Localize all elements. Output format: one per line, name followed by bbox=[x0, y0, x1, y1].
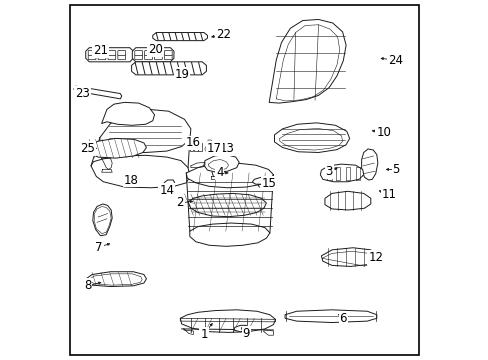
Polygon shape bbox=[131, 62, 206, 75]
FancyBboxPatch shape bbox=[144, 55, 152, 60]
Polygon shape bbox=[188, 193, 266, 217]
Polygon shape bbox=[320, 164, 363, 182]
Text: 15: 15 bbox=[261, 177, 276, 190]
Bar bbox=[198, 148, 202, 151]
Text: 24: 24 bbox=[387, 54, 402, 67]
Polygon shape bbox=[100, 109, 190, 153]
Bar bbox=[194, 148, 197, 151]
Polygon shape bbox=[269, 19, 346, 103]
FancyBboxPatch shape bbox=[88, 50, 96, 55]
Text: 20: 20 bbox=[148, 43, 163, 56]
Text: 9: 9 bbox=[242, 327, 249, 340]
Text: 11: 11 bbox=[381, 188, 396, 201]
Polygon shape bbox=[285, 310, 376, 323]
FancyBboxPatch shape bbox=[118, 55, 125, 60]
Text: 18: 18 bbox=[123, 174, 138, 186]
FancyBboxPatch shape bbox=[164, 50, 172, 55]
Text: 6: 6 bbox=[339, 312, 346, 325]
Text: 5: 5 bbox=[392, 163, 399, 176]
Polygon shape bbox=[274, 123, 349, 153]
Bar bbox=[194, 143, 197, 147]
Polygon shape bbox=[132, 48, 174, 62]
Bar bbox=[189, 143, 193, 147]
Polygon shape bbox=[164, 180, 174, 186]
Text: 10: 10 bbox=[376, 126, 390, 139]
Text: 25: 25 bbox=[80, 142, 95, 155]
FancyBboxPatch shape bbox=[144, 50, 152, 55]
Text: 14: 14 bbox=[159, 184, 174, 197]
Polygon shape bbox=[203, 154, 239, 172]
Text: 17: 17 bbox=[206, 142, 222, 155]
Polygon shape bbox=[91, 155, 189, 188]
Bar bbox=[198, 143, 202, 147]
Polygon shape bbox=[93, 204, 112, 236]
Text: 8: 8 bbox=[83, 279, 91, 292]
FancyBboxPatch shape bbox=[108, 50, 116, 55]
Polygon shape bbox=[186, 163, 273, 188]
FancyBboxPatch shape bbox=[118, 50, 125, 55]
Polygon shape bbox=[234, 325, 248, 332]
FancyBboxPatch shape bbox=[154, 55, 162, 60]
FancyBboxPatch shape bbox=[88, 55, 96, 60]
Text: 13: 13 bbox=[219, 142, 234, 155]
Text: 19: 19 bbox=[174, 68, 189, 81]
Polygon shape bbox=[152, 32, 207, 41]
Polygon shape bbox=[321, 248, 376, 266]
Polygon shape bbox=[180, 310, 275, 332]
Text: 7: 7 bbox=[95, 240, 102, 253]
Text: 1: 1 bbox=[200, 328, 207, 341]
FancyBboxPatch shape bbox=[154, 50, 162, 55]
Polygon shape bbox=[85, 48, 133, 62]
Polygon shape bbox=[324, 191, 370, 210]
FancyBboxPatch shape bbox=[135, 55, 142, 60]
Text: 3: 3 bbox=[325, 165, 332, 178]
Polygon shape bbox=[74, 86, 122, 99]
FancyBboxPatch shape bbox=[108, 55, 116, 60]
Text: 23: 23 bbox=[75, 87, 89, 100]
Polygon shape bbox=[85, 272, 146, 287]
FancyBboxPatch shape bbox=[98, 55, 105, 60]
Polygon shape bbox=[252, 177, 267, 184]
Text: 16: 16 bbox=[185, 136, 201, 149]
Text: 21: 21 bbox=[93, 44, 108, 57]
Text: 12: 12 bbox=[367, 251, 383, 264]
Text: 2: 2 bbox=[176, 197, 183, 210]
Bar bbox=[189, 148, 193, 151]
Polygon shape bbox=[90, 138, 146, 158]
Text: 4: 4 bbox=[216, 166, 223, 179]
FancyBboxPatch shape bbox=[164, 55, 172, 60]
FancyBboxPatch shape bbox=[98, 50, 105, 55]
Polygon shape bbox=[361, 149, 377, 180]
Polygon shape bbox=[102, 102, 154, 125]
FancyBboxPatch shape bbox=[135, 50, 142, 55]
Text: 22: 22 bbox=[215, 28, 230, 41]
Polygon shape bbox=[189, 223, 269, 246]
